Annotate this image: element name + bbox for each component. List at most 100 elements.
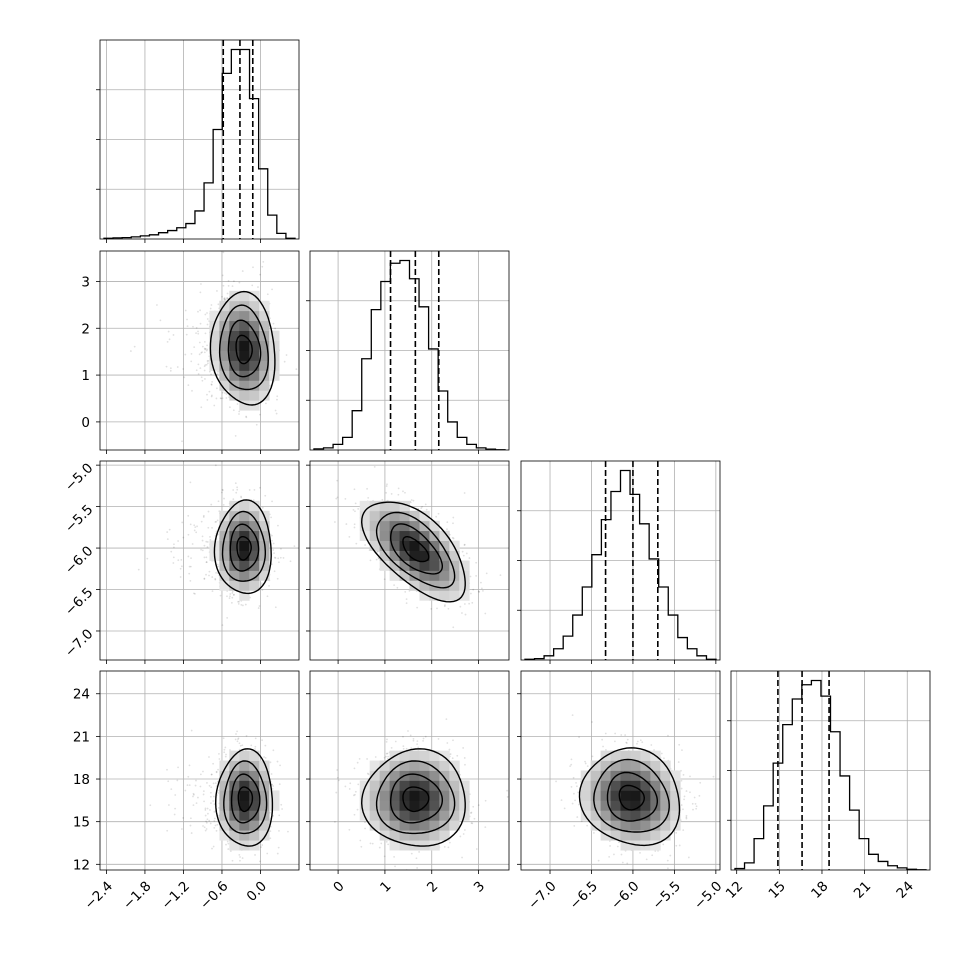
y-tick-label: −5.0 — [62, 460, 96, 494]
density-cell — [379, 810, 390, 821]
scatter-point — [187, 514, 190, 517]
density-cell — [229, 350, 240, 361]
scatter-point — [201, 549, 204, 552]
scatter-point — [214, 577, 217, 580]
scatter-point — [170, 550, 173, 553]
scatter-point — [447, 607, 450, 610]
scatter-point — [166, 340, 169, 343]
scatter-point — [248, 489, 251, 491]
density-cell — [369, 530, 381, 541]
scatter-point — [443, 605, 446, 608]
density-cell — [449, 550, 460, 561]
density-cell — [249, 750, 260, 761]
scatter-point — [217, 303, 220, 306]
density-cell — [369, 790, 381, 801]
scatter-point — [462, 554, 465, 557]
scatter-point — [195, 369, 198, 372]
panel-frame — [309, 460, 510, 661]
density-cell — [229, 290, 240, 302]
density-cell — [259, 560, 270, 571]
scatter-point — [463, 603, 466, 605]
density-cell — [219, 820, 230, 831]
scatter-point — [269, 837, 272, 840]
density-cell — [419, 510, 430, 522]
scatter-point — [226, 617, 229, 619]
density-cell — [249, 370, 260, 381]
scatter-point — [229, 749, 231, 751]
scatter-point — [174, 794, 177, 796]
scatter-point — [210, 383, 213, 386]
scatter-point — [226, 595, 228, 598]
density-cell — [239, 590, 250, 601]
density-cell — [259, 790, 270, 801]
density-cell — [229, 770, 240, 781]
scatter-point — [255, 423, 258, 426]
scatter-point — [204, 807, 207, 810]
scatter-point — [242, 604, 244, 607]
density-cell — [229, 500, 240, 512]
density-cell — [409, 510, 420, 522]
contour-line — [218, 304, 269, 391]
scatter-point — [405, 602, 408, 605]
scatter-point — [213, 810, 216, 813]
density-cell — [369, 810, 381, 821]
scatter-point — [217, 792, 220, 794]
scatter-point — [269, 825, 272, 828]
density-cell — [229, 320, 240, 331]
scatter-point — [506, 789, 509, 792]
density-cell — [249, 320, 260, 331]
scatter-point — [271, 534, 273, 537]
density-cell — [209, 350, 220, 361]
density-cell — [249, 780, 260, 791]
scatter-point — [381, 498, 384, 501]
scatter-point — [180, 828, 183, 830]
scatter-point — [272, 549, 275, 551]
scatter-point — [435, 515, 438, 518]
density-cell — [399, 570, 410, 581]
density-cell — [389, 800, 400, 811]
scatter-point — [166, 531, 169, 533]
scatter-point — [245, 416, 248, 419]
scatter-point — [383, 756, 386, 759]
scatter-point — [410, 852, 413, 855]
scatter-point — [223, 298, 226, 301]
scatter-point — [234, 738, 237, 741]
density-cell — [259, 300, 270, 312]
density-cell — [389, 560, 400, 571]
scatter-point — [485, 572, 488, 575]
scatter-point — [252, 499, 255, 502]
density-cell — [229, 310, 240, 322]
scatter-point — [273, 552, 275, 555]
scatter-point — [375, 558, 378, 561]
histogram-step — [524, 469, 717, 660]
scatter-point — [475, 848, 478, 850]
scatter-point — [417, 746, 420, 749]
scatter-point — [235, 491, 238, 494]
scatter-point — [199, 291, 202, 294]
scatter-point — [221, 274, 224, 277]
scatter-point — [236, 403, 239, 405]
density-cell — [369, 510, 381, 522]
density-cell — [269, 330, 280, 341]
scatter-point — [277, 557, 280, 560]
scatter-point — [369, 842, 372, 845]
scatter-point — [156, 304, 158, 306]
scatter-point — [425, 508, 428, 511]
scatter-point — [335, 497, 338, 500]
scatter-point — [415, 857, 418, 860]
scatter-point — [353, 488, 356, 491]
density-cell — [359, 510, 371, 522]
scatter-point — [190, 352, 193, 355]
scatter-point — [349, 782, 352, 785]
scatter-point — [234, 434, 237, 437]
scatter-point — [424, 503, 427, 506]
contour-line — [390, 523, 443, 575]
density-cell — [379, 550, 390, 561]
scatter-point — [204, 332, 207, 335]
contour-line — [230, 773, 261, 824]
scatter-point — [421, 505, 424, 508]
density-cell — [419, 550, 430, 561]
density-cell — [409, 530, 420, 541]
density-cell — [259, 390, 270, 401]
scatter-point — [206, 546, 209, 548]
